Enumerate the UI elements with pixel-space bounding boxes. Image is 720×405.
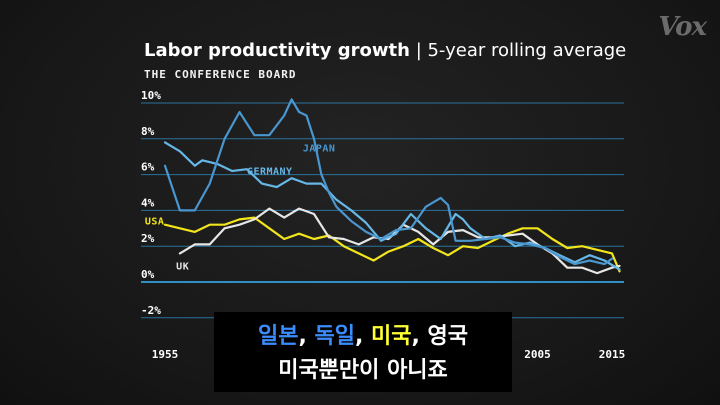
y-tick-label: 6% [141, 161, 155, 174]
subtitle-part: 미국 [371, 324, 412, 349]
video-subtitle: 일본, 독일, 미국, 영국 미국뿐만이 아니죠 [214, 312, 512, 392]
subtitle-line-1: 일본, 독일, 미국, 영국 [214, 318, 512, 350]
y-tick-label: 0% [141, 268, 155, 281]
vox-logo: Vox [658, 12, 707, 42]
x-tick-label: 2015 [599, 348, 626, 361]
series-label-germany: GERMANY [247, 167, 293, 178]
series-label-uk: UK [176, 261, 189, 272]
series-line-usa [163, 216, 621, 273]
subtitle-part: , 영국 [411, 324, 469, 349]
subtitle-part: 독일 [314, 324, 355, 349]
x-tick-label: 2005 [524, 348, 551, 361]
y-tick-label: 4% [141, 196, 155, 209]
subtitle-part: , [298, 324, 315, 349]
chart-title-subtitle: 5-year rolling average [427, 40, 627, 61]
subtitle-part: 일본 [257, 324, 299, 349]
y-tick-label: 2% [141, 232, 155, 245]
title-separator: | [409, 40, 428, 61]
y-tick-label: -2% [141, 304, 161, 317]
chart-title-main: Labor productivity growth [144, 40, 410, 61]
y-tick-label: 10% [141, 89, 161, 102]
series-line-japan [163, 98, 614, 266]
chart-source: THE CONFERENCE BOARD [144, 68, 297, 81]
series-label-japan: JAPAN [303, 143, 336, 154]
y-tick-label: 8% [141, 125, 155, 138]
chart-title: Labor productivity growth | 5-year rolli… [144, 40, 626, 61]
x-tick-label: 1955 [152, 348, 179, 361]
subtitle-line-2: 미국뿐만이 아니죠 [278, 358, 448, 383]
series-label-usa: USA [145, 217, 165, 228]
subtitle-part: , [354, 324, 372, 349]
